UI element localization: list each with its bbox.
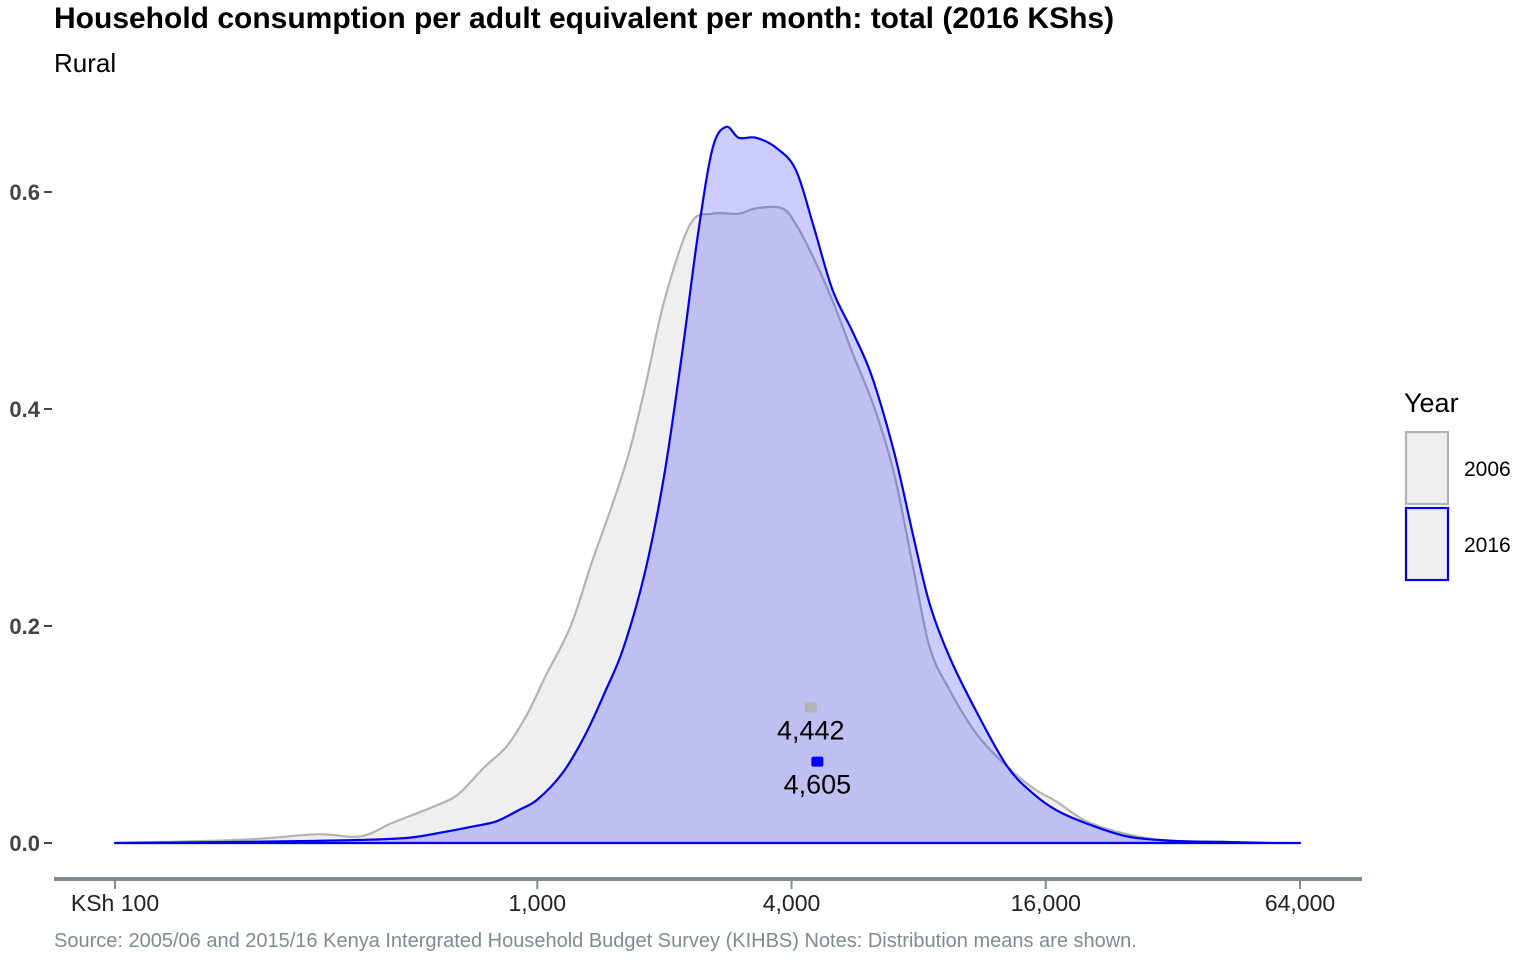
density-area-2006: [115, 206, 1300, 843]
legend-key-2016: [1404, 506, 1450, 582]
x-tick-label: 1,000: [509, 890, 567, 916]
y-tick-label: 0.4: [9, 397, 40, 422]
chart-caption: Source: 2005/06 and 2015/16 Kenya Interg…: [54, 930, 1137, 952]
mean-marker-2006: [804, 702, 817, 713]
x-tick-label: 16,000: [1011, 890, 1081, 916]
x-axis: KSh 100 1,000 4,000 16,000 64,000: [54, 877, 1362, 916]
legend-label-2016: 2016: [1464, 534, 1511, 557]
density-areas: [113, 125, 1302, 845]
density-line-2016: [113, 125, 1302, 845]
mean-markers: 4,442 4,605: [777, 702, 852, 800]
y-tick-label: 0.2: [9, 614, 40, 639]
mean-label-2016: 4,605: [784, 770, 852, 800]
legend-item-2016: 2016: [1404, 506, 1511, 582]
legend-item-2006: 2006: [1404, 430, 1511, 506]
legend-label-2006: 2006: [1464, 458, 1511, 481]
y-tick-label: 0.6: [9, 180, 40, 205]
chart-subtitle: Rural: [54, 48, 117, 78]
chart-title: Household consumption per adult equivale…: [54, 2, 1115, 35]
y-axis: 0.0 0.2 0.4 0.6: [9, 180, 52, 856]
legend-title: Year: [1404, 388, 1459, 418]
x-tick-label: KSh 100: [71, 890, 159, 916]
y-tick-label: 0.0: [9, 831, 40, 856]
density-line-2006: [113, 205, 1302, 845]
x-tick-label: 4,000: [763, 890, 821, 916]
legend-key-2006: [1404, 430, 1450, 506]
x-tick-label: 64,000: [1265, 890, 1335, 916]
density-area-2016: [115, 126, 1300, 843]
mean-label-2006: 4,442: [777, 715, 845, 745]
legend: Year 2006 2016: [1404, 388, 1511, 582]
mean-marker-2016: [811, 756, 824, 767]
